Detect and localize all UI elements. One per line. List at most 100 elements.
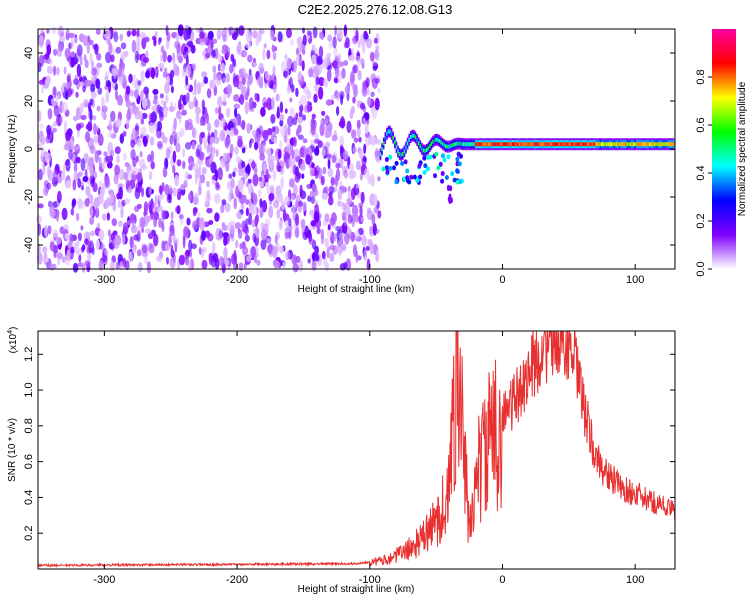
spectrogram-band-cell	[394, 140, 396, 145]
spectrogram-noise-cell	[145, 70, 150, 79]
spectrogram-noise-cell	[324, 237, 329, 248]
spectrogram-noise-cell	[132, 219, 136, 229]
spectrogram-noise-cell	[94, 207, 100, 219]
spectrogram-noise-cell	[372, 223, 377, 236]
spectrogram-band-cell	[387, 129, 390, 134]
spectrogram-noise-cell	[123, 198, 131, 205]
spectrogram-noise-cell	[52, 229, 59, 238]
spectrogram-noise-cell	[355, 160, 361, 171]
spectrogram-branch-cell	[450, 171, 455, 177]
spectrogram-band-cell	[492, 142, 495, 147]
spectrogram-noise-cell	[275, 242, 280, 253]
spectrogram-noise-cell	[256, 259, 261, 266]
spectrogram-noise-cell	[238, 191, 242, 199]
spectrogram-noise-cell	[78, 253, 82, 263]
spectrogram-noise-cell	[161, 240, 165, 252]
spectrogram-noise-cell	[287, 126, 291, 136]
spectrogram-branch-cell	[384, 157, 389, 162]
spectrogram-branch-cell	[446, 154, 451, 160]
spectrogram-noise-cell	[370, 135, 377, 146]
spectrogram-noise-cell	[73, 241, 78, 252]
spectrogram-noise-cell	[285, 251, 291, 261]
spectrogram-noise-cell	[166, 256, 169, 265]
spectrogram-noise-cell	[67, 88, 72, 98]
spectrogram-noise-cell	[343, 41, 348, 49]
spectrogram-noise-cell	[46, 182, 52, 190]
spectrogram-noise-cell	[195, 113, 200, 125]
spectrogram-noise-cell	[71, 141, 75, 147]
spectrogram-branch-cell	[415, 178, 420, 184]
spectrogram-noise-cell	[129, 235, 134, 249]
spectrogram-noise-cell	[85, 123, 92, 131]
spectrogram-noise-cell	[198, 186, 202, 196]
spectrogram-noise-cell	[85, 131, 90, 143]
spectrogram-noise-cell	[68, 149, 73, 161]
spectrogram-band-cell	[637, 142, 640, 147]
spectrogram-noise-cell	[281, 201, 286, 210]
spectrogram-noise-cell	[83, 99, 89, 108]
spectrogram-noise-cell	[344, 85, 350, 95]
spectrogram-noise-cell	[149, 136, 155, 146]
spectrogram-noise-cell	[228, 173, 233, 179]
spectrogram-noise-cell	[363, 168, 370, 179]
spectrogram-noise-cell	[344, 232, 350, 245]
spectrogram-noise-cell	[42, 246, 48, 254]
spectrogram-noise-cell	[310, 122, 316, 136]
spectrogram-noise-cell	[357, 58, 361, 67]
spectrogram-noise-cell	[194, 106, 202, 115]
spectrogram-noise-cell	[112, 202, 117, 212]
spectrogram-band-cell	[558, 142, 560, 147]
spectrogram-noise-cell	[137, 262, 143, 273]
spectrogram-noise-cell	[97, 87, 103, 95]
spectrogram-noise-cell	[224, 202, 231, 213]
spectrogram-noise-cell	[148, 215, 151, 222]
spectrogram-noise-cell	[371, 107, 378, 120]
spectrogram-noise-cell	[170, 249, 175, 258]
spectrogram-noise-cell	[125, 85, 131, 95]
spectrogram-noise-cell	[338, 232, 345, 242]
spectrogram-noise-cell	[78, 171, 83, 177]
spectrogram-band-cell	[661, 142, 664, 147]
spectrogram-noise-cell	[192, 220, 199, 230]
spectrogram-noise-cell	[286, 27, 292, 39]
spectrogram-noise-cell	[225, 46, 231, 59]
spectrogram-noise-cell	[311, 259, 317, 271]
spectrogram-band-cell	[476, 142, 479, 147]
spectrogram-band-cell	[569, 142, 571, 147]
spectrogram-noise-cell	[137, 80, 142, 86]
spectrogram-noise-cell	[277, 148, 282, 160]
spectrogram-band-cell	[562, 142, 565, 147]
spectrogram-noise-cell	[215, 148, 219, 158]
spectrogram-noise-cell	[172, 187, 177, 197]
spectrogram-band-cell	[623, 142, 625, 147]
spectrogram-noise-cell	[359, 205, 363, 217]
spectrogram-noise-cell	[241, 220, 247, 233]
spectrogram-band-cell	[535, 142, 538, 147]
spectrogram-noise-cell	[364, 123, 369, 134]
spectrogram-noise-cell	[184, 253, 189, 266]
spectrogram-band-cell	[460, 142, 463, 146]
spectrogram-noise-cell	[77, 232, 82, 242]
spectrogram-noise-cell	[174, 238, 179, 245]
spectrogram-band-cell	[441, 141, 444, 146]
spectrogram-branch-cell	[394, 160, 399, 166]
spectrogram-noise-cell	[229, 220, 236, 228]
spectrogram-band-cell	[411, 133, 414, 138]
spectrogram-noise-cell	[203, 136, 207, 150]
spectrogram-noise-cell	[57, 190, 62, 204]
spectrogram-noise-cell	[197, 211, 201, 218]
spectrogram-noise-cell	[230, 225, 235, 235]
spectrogram-noise-cell	[369, 173, 375, 187]
spectrogram-noise-cell	[228, 27, 232, 37]
spectrogram-noise-cell	[333, 233, 338, 242]
spectrogram-noise-cell	[251, 191, 256, 201]
spectrogram-noise-cell	[326, 226, 332, 239]
spectrogram-noise-cell	[211, 241, 216, 254]
spectrogram-noise-cell	[192, 208, 197, 217]
snr-panel: -300 -200 -100 0 100 0.2 0.4 0.6 0.8 1.0 1.2 Heig…	[7, 327, 676, 595]
spectrogram-band-cell	[508, 142, 511, 147]
spectrogram-noise-cell	[162, 71, 168, 78]
spectrogram-noise-cell	[286, 84, 291, 94]
spectrogram-noise-cell	[269, 156, 274, 169]
spectrogram-noise-cell	[101, 243, 105, 251]
